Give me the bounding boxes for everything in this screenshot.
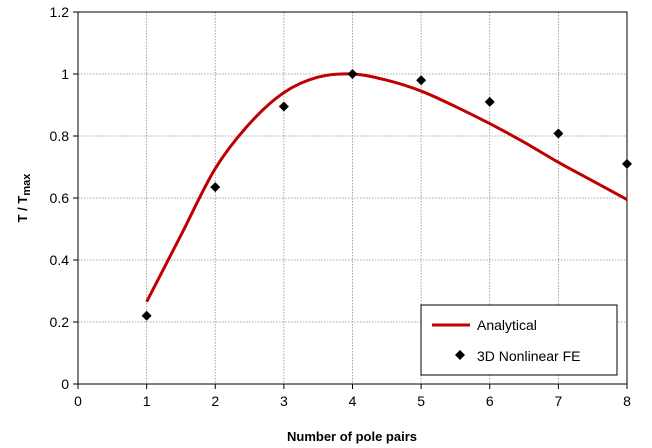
y-tick-label: 1.2 — [50, 4, 70, 20]
y-axis-title-sub: max — [21, 173, 33, 196]
series-layer — [141, 69, 632, 321]
x-tick-label: 7 — [554, 393, 562, 409]
fe-data-point — [278, 101, 289, 112]
x-tick-label: 1 — [143, 393, 151, 409]
x-tick-label: 5 — [417, 393, 425, 409]
legend-box — [420, 304, 618, 376]
y-tick-label: 0.8 — [50, 128, 70, 144]
fe-data-point — [210, 182, 221, 193]
legend-swatch-fe — [455, 350, 465, 360]
legend-label-analytical: Analytical — [477, 317, 537, 333]
y-tick-label: 0.4 — [50, 252, 70, 268]
y-tick-label: 0 — [61, 376, 69, 392]
fe-data-point — [553, 128, 564, 139]
y-axis-title-main: T / T — [15, 196, 30, 223]
x-tick-label: 3 — [280, 393, 288, 409]
x-tick-label: 4 — [349, 393, 357, 409]
x-tick-label: 2 — [211, 393, 219, 409]
y-tick-label: 0.6 — [50, 190, 70, 206]
axis-ticks: 0 1 2 3 4 5 6 7 8 0 0.2 0.4 0.6 0.8 1 1.2 — [50, 4, 632, 409]
x-tick-label: 8 — [623, 393, 631, 409]
fe-data-point — [347, 69, 358, 79]
legend-label-fe: 3D Nonlinear FE — [477, 348, 581, 364]
legend: Analytical 3D Nonlinear FE — [420, 304, 618, 376]
fe-data-point — [622, 158, 632, 169]
x-tick-label: 6 — [486, 393, 494, 409]
fe-data-point — [141, 310, 152, 321]
y-tick-label: 1 — [61, 66, 69, 82]
y-tick-label: 0.2 — [50, 314, 70, 330]
x-tick-label: 0 — [74, 393, 82, 409]
series-analytical-line — [145, 72, 628, 303]
y-axis-title: T / Tmax — [15, 173, 33, 223]
x-axis-title: Number of pole pairs — [287, 429, 417, 444]
fe-data-point — [484, 96, 495, 107]
fe-data-point — [416, 75, 427, 86]
